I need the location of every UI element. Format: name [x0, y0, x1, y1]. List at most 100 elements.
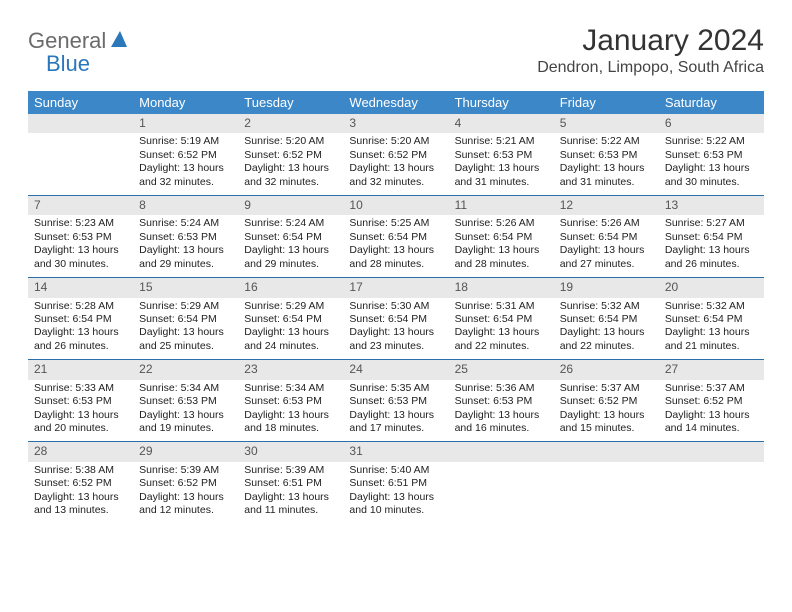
- day-number-cell: 28: [28, 442, 133, 462]
- day-content-cell: Sunrise: 5:38 AMSunset: 6:52 PMDaylight:…: [28, 462, 133, 524]
- sunrise-line: Sunrise: 5:26 AM: [560, 217, 653, 230]
- daylight-line: Daylight: 13 hours and 32 minutes.: [139, 162, 232, 189]
- sunrise-line: Sunrise: 5:32 AM: [560, 300, 653, 313]
- weekday-header: Saturday: [659, 91, 764, 114]
- daylight-line: Daylight: 13 hours and 11 minutes.: [244, 491, 337, 518]
- sunrise-line: Sunrise: 5:26 AM: [455, 217, 548, 230]
- day-content-cell: Sunrise: 5:35 AMSunset: 6:53 PMDaylight:…: [343, 380, 448, 442]
- sunset-line: Sunset: 6:53 PM: [139, 395, 232, 408]
- day-content-cell: Sunrise: 5:27 AMSunset: 6:54 PMDaylight:…: [659, 215, 764, 277]
- sunrise-line: Sunrise: 5:39 AM: [244, 464, 337, 477]
- day-content-cell: [449, 462, 554, 524]
- day-content-cell: Sunrise: 5:26 AMSunset: 6:54 PMDaylight:…: [449, 215, 554, 277]
- weekday-header: Thursday: [449, 91, 554, 114]
- daylight-line: Daylight: 13 hours and 24 minutes.: [244, 326, 337, 353]
- day-number-cell: 1: [133, 114, 238, 133]
- day-number-cell: 10: [343, 196, 448, 216]
- day-number-cell: 5: [554, 114, 659, 133]
- sunset-line: Sunset: 6:53 PM: [34, 231, 127, 244]
- daylight-line: Daylight: 13 hours and 10 minutes.: [349, 491, 442, 518]
- sunset-line: Sunset: 6:53 PM: [139, 231, 232, 244]
- day-number-cell: 12: [554, 196, 659, 216]
- day-number-cell: 26: [554, 360, 659, 380]
- logo-text-blue: Blue: [46, 51, 90, 76]
- sunset-line: Sunset: 6:53 PM: [560, 149, 653, 162]
- day-number-cell: 29: [133, 442, 238, 462]
- daylight-line: Daylight: 13 hours and 19 minutes.: [139, 409, 232, 436]
- day-number-cell: 6: [659, 114, 764, 133]
- day-number-cell: 23: [238, 360, 343, 380]
- logo-sail-icon: [110, 30, 128, 53]
- sunrise-line: Sunrise: 5:21 AM: [455, 135, 548, 148]
- weekday-header: Monday: [133, 91, 238, 114]
- sunset-line: Sunset: 6:54 PM: [244, 313, 337, 326]
- calendar-body: 123456Sunrise: 5:19 AMSunset: 6:52 PMDay…: [28, 114, 764, 524]
- sunset-line: Sunset: 6:53 PM: [349, 395, 442, 408]
- day-number-cell: 8: [133, 196, 238, 216]
- day-content-cell: Sunrise: 5:23 AMSunset: 6:53 PMDaylight:…: [28, 215, 133, 277]
- sunset-line: Sunset: 6:54 PM: [560, 231, 653, 244]
- location-text: Dendron, Limpopo, South Africa: [537, 59, 764, 77]
- day-content-cell: [659, 462, 764, 524]
- day-content-cell: Sunrise: 5:24 AMSunset: 6:54 PMDaylight:…: [238, 215, 343, 277]
- sunset-line: Sunset: 6:54 PM: [455, 231, 548, 244]
- day-content-cell: Sunrise: 5:32 AMSunset: 6:54 PMDaylight:…: [659, 298, 764, 360]
- daylight-line: Daylight: 13 hours and 29 minutes.: [244, 244, 337, 271]
- day-content-cell: Sunrise: 5:22 AMSunset: 6:53 PMDaylight:…: [554, 133, 659, 195]
- daylight-line: Daylight: 13 hours and 13 minutes.: [34, 491, 127, 518]
- daylight-line: Daylight: 13 hours and 21 minutes.: [665, 326, 758, 353]
- day-number-cell: [449, 442, 554, 462]
- day-number-cell: [28, 114, 133, 133]
- day-content-cell: Sunrise: 5:39 AMSunset: 6:51 PMDaylight:…: [238, 462, 343, 524]
- day-number-cell: 31: [343, 442, 448, 462]
- day-number-cell: [554, 442, 659, 462]
- sunset-line: Sunset: 6:54 PM: [560, 313, 653, 326]
- sunrise-line: Sunrise: 5:37 AM: [665, 382, 758, 395]
- sunrise-line: Sunrise: 5:22 AM: [560, 135, 653, 148]
- sunrise-line: Sunrise: 5:35 AM: [349, 382, 442, 395]
- sunrise-line: Sunrise: 5:33 AM: [34, 382, 127, 395]
- daylight-line: Daylight: 13 hours and 17 minutes.: [349, 409, 442, 436]
- sunrise-line: Sunrise: 5:24 AM: [244, 217, 337, 230]
- sunset-line: Sunset: 6:53 PM: [665, 149, 758, 162]
- day-content-cell: Sunrise: 5:26 AMSunset: 6:54 PMDaylight:…: [554, 215, 659, 277]
- day-number-cell: 13: [659, 196, 764, 216]
- sunset-line: Sunset: 6:54 PM: [665, 313, 758, 326]
- day-content-row: Sunrise: 5:38 AMSunset: 6:52 PMDaylight:…: [28, 462, 764, 524]
- day-number-row: 28293031: [28, 442, 764, 462]
- sunset-line: Sunset: 6:54 PM: [349, 313, 442, 326]
- sunset-line: Sunset: 6:52 PM: [244, 149, 337, 162]
- day-content-cell: Sunrise: 5:20 AMSunset: 6:52 PMDaylight:…: [343, 133, 448, 195]
- day-number-cell: 15: [133, 278, 238, 298]
- day-number-cell: 11: [449, 196, 554, 216]
- sunset-line: Sunset: 6:54 PM: [139, 313, 232, 326]
- sunrise-line: Sunrise: 5:19 AM: [139, 135, 232, 148]
- day-content-cell: Sunrise: 5:20 AMSunset: 6:52 PMDaylight:…: [238, 133, 343, 195]
- daylight-line: Daylight: 13 hours and 14 minutes.: [665, 409, 758, 436]
- sunset-line: Sunset: 6:51 PM: [244, 477, 337, 490]
- daylight-line: Daylight: 13 hours and 30 minutes.: [665, 162, 758, 189]
- sunset-line: Sunset: 6:54 PM: [244, 231, 337, 244]
- daylight-line: Daylight: 13 hours and 31 minutes.: [560, 162, 653, 189]
- page-title: January 2024: [537, 24, 764, 57]
- sunrise-line: Sunrise: 5:29 AM: [139, 300, 232, 313]
- sunset-line: Sunset: 6:52 PM: [349, 149, 442, 162]
- sunset-line: Sunset: 6:53 PM: [455, 395, 548, 408]
- sunset-line: Sunset: 6:53 PM: [455, 149, 548, 162]
- day-content-cell: Sunrise: 5:33 AMSunset: 6:53 PMDaylight:…: [28, 380, 133, 442]
- day-number-cell: 16: [238, 278, 343, 298]
- sunset-line: Sunset: 6:52 PM: [139, 149, 232, 162]
- day-content-cell: Sunrise: 5:25 AMSunset: 6:54 PMDaylight:…: [343, 215, 448, 277]
- weekday-header-row: SundayMondayTuesdayWednesdayThursdayFrid…: [28, 91, 764, 114]
- daylight-line: Daylight: 13 hours and 28 minutes.: [349, 244, 442, 271]
- daylight-line: Daylight: 13 hours and 15 minutes.: [560, 409, 653, 436]
- sunrise-line: Sunrise: 5:37 AM: [560, 382, 653, 395]
- weekday-header: Friday: [554, 91, 659, 114]
- day-content-cell: Sunrise: 5:30 AMSunset: 6:54 PMDaylight:…: [343, 298, 448, 360]
- sunrise-line: Sunrise: 5:27 AM: [665, 217, 758, 230]
- day-content-cell: Sunrise: 5:22 AMSunset: 6:53 PMDaylight:…: [659, 133, 764, 195]
- day-content-cell: Sunrise: 5:32 AMSunset: 6:54 PMDaylight:…: [554, 298, 659, 360]
- day-content-cell: Sunrise: 5:21 AMSunset: 6:53 PMDaylight:…: [449, 133, 554, 195]
- day-number-row: 78910111213: [28, 196, 764, 216]
- day-content-row: Sunrise: 5:33 AMSunset: 6:53 PMDaylight:…: [28, 380, 764, 442]
